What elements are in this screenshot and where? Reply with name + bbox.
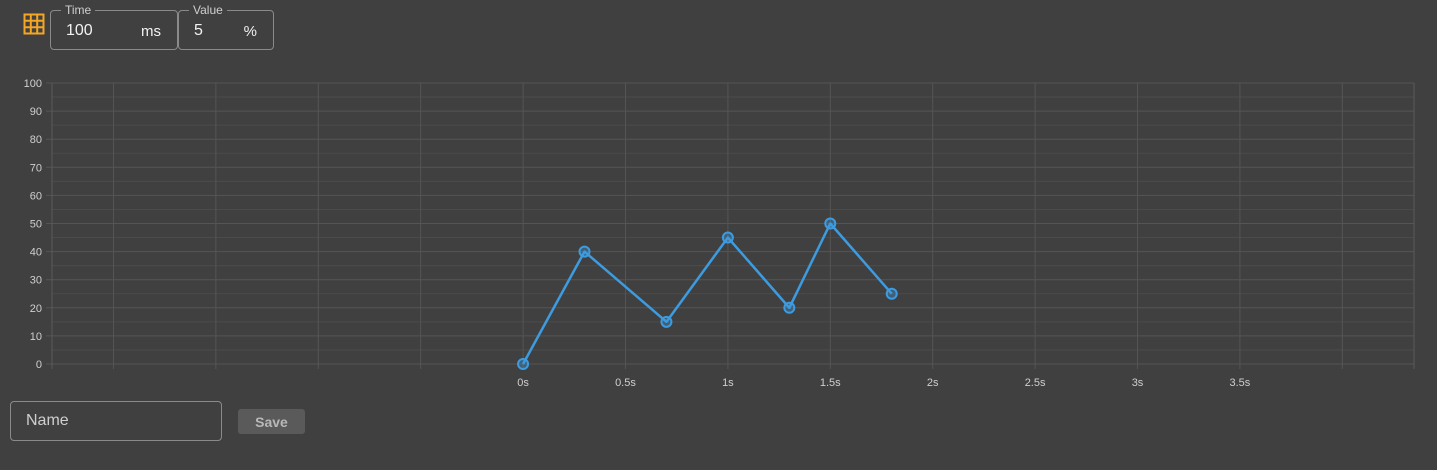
grid-icon[interactable] bbox=[22, 12, 46, 36]
save-button[interactable]: Save bbox=[238, 409, 305, 434]
name-input[interactable] bbox=[10, 401, 222, 441]
x-tick-label: 2.5s bbox=[1025, 377, 1046, 389]
y-tick-label: 50 bbox=[30, 219, 42, 231]
y-tick-label: 90 bbox=[30, 106, 42, 118]
y-tick-label: 100 bbox=[24, 78, 42, 90]
data-point bbox=[885, 287, 898, 300]
y-tick-label: 0 bbox=[36, 359, 42, 371]
value-field[interactable]: Value 5 % bbox=[178, 4, 274, 50]
x-tick-label: 1.5s bbox=[820, 377, 841, 389]
data-point bbox=[660, 315, 673, 328]
line-chart[interactable]: 0 10 20 30 40 50 60 70 80 90 100 0s 0.5s 1s 1.5s 2s 2.5s… bbox=[0, 70, 1437, 390]
x-tick-label: 0.5s bbox=[615, 377, 636, 389]
time-value[interactable]: 100 bbox=[66, 22, 93, 39]
data-point bbox=[721, 231, 734, 244]
value-unit: % bbox=[243, 23, 257, 40]
x-tick-label: 3s bbox=[1132, 377, 1144, 389]
time-unit: ms bbox=[141, 23, 161, 40]
series-line bbox=[521, 222, 893, 365]
y-tick-label: 70 bbox=[30, 162, 42, 174]
x-tick-label: 2s bbox=[927, 377, 939, 389]
y-tick-label: 40 bbox=[30, 247, 42, 259]
x-tick-label: 3.5s bbox=[1230, 377, 1251, 389]
x-tick-label: 0s bbox=[517, 377, 529, 389]
value-label: Value bbox=[189, 4, 227, 17]
time-field[interactable]: Time 100 ms bbox=[50, 4, 178, 50]
y-tick-label: 30 bbox=[30, 275, 42, 287]
value-value[interactable]: 5 bbox=[194, 22, 203, 39]
data-point bbox=[824, 217, 837, 230]
y-tick-label: 80 bbox=[30, 134, 42, 146]
time-label: Time bbox=[61, 4, 96, 17]
y-tick-label: 10 bbox=[30, 331, 42, 343]
x-tick-label: 1s bbox=[722, 377, 734, 389]
data-point bbox=[783, 301, 796, 314]
data-point bbox=[517, 358, 530, 370]
y-tick-label: 60 bbox=[30, 190, 42, 202]
data-point bbox=[578, 245, 591, 258]
y-tick-label: 20 bbox=[30, 303, 42, 315]
